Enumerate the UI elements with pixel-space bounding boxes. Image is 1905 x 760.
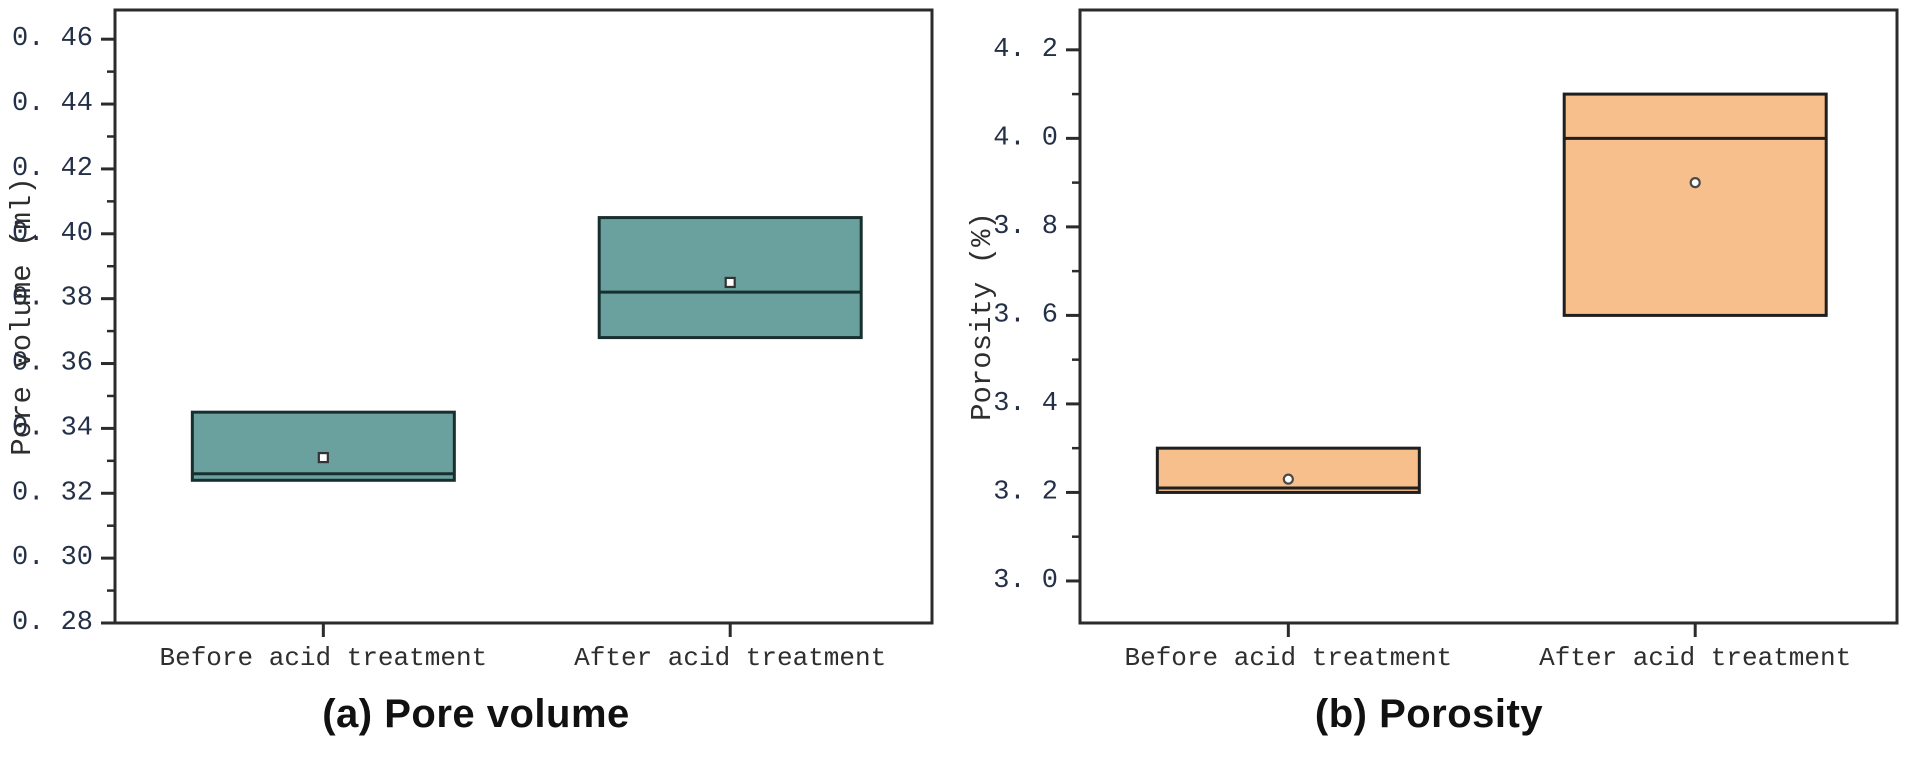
y-tick-label: 3. 8 (993, 212, 1058, 242)
y-tick-label: 3. 2 (993, 477, 1058, 507)
panel-b-caption: (b) Porosity (1314, 692, 1544, 736)
mean-marker (724, 276, 736, 289)
y-tick-label: 0. 28 (12, 608, 93, 638)
x-category-label: Before acid treatment (1125, 643, 1453, 673)
y-tick-label: 0. 44 (12, 89, 93, 119)
y-tick-label: 0. 38 (12, 284, 93, 314)
y-tick-label: 0. 42 (12, 154, 93, 184)
y-tick-label: 3. 0 (993, 566, 1058, 596)
mean-marker (1689, 177, 1701, 189)
y-tick-label: 3. 4 (993, 389, 1058, 419)
y-tick-label: 0. 46 (12, 24, 93, 54)
box (1562, 92, 1828, 317)
y-tick-label: 4. 2 (993, 35, 1058, 65)
y-tick-label: 0. 32 (12, 478, 93, 508)
mean-marker (317, 451, 329, 464)
y-tick-label: 0. 40 (12, 219, 93, 249)
panel-a-chart: 0. 28 0. 30 0. 32 0. 34 0. 36 0. 38 0. 40 0. 42… (6, 8, 934, 673)
y-tick-label: 4. 0 (993, 123, 1058, 153)
y-tick-label: 0. 34 (12, 413, 93, 443)
panel-b-chart: 3. 0 3. 2 3. 4 3. 6 3. 8 4. 0 4. 2 Before acid … (966, 8, 1899, 673)
panel-a-caption: (a) Pore volume (322, 692, 630, 736)
x-category-label: After acid treatment (1539, 643, 1851, 673)
y-axis-label: Pore volume (ml) (6, 177, 39, 455)
y-tick-label: 3. 6 (993, 300, 1058, 330)
mean-marker (1282, 473, 1294, 485)
y-axis-label: Porosity (%) (966, 212, 999, 421)
x-category-label: After acid treatment (574, 643, 886, 673)
x-category-label: Before acid treatment (160, 643, 488, 673)
box (1155, 446, 1421, 494)
y-tick-label: 0. 36 (12, 349, 93, 379)
box (190, 410, 456, 482)
y-tick-label: 0. 30 (12, 543, 93, 573)
